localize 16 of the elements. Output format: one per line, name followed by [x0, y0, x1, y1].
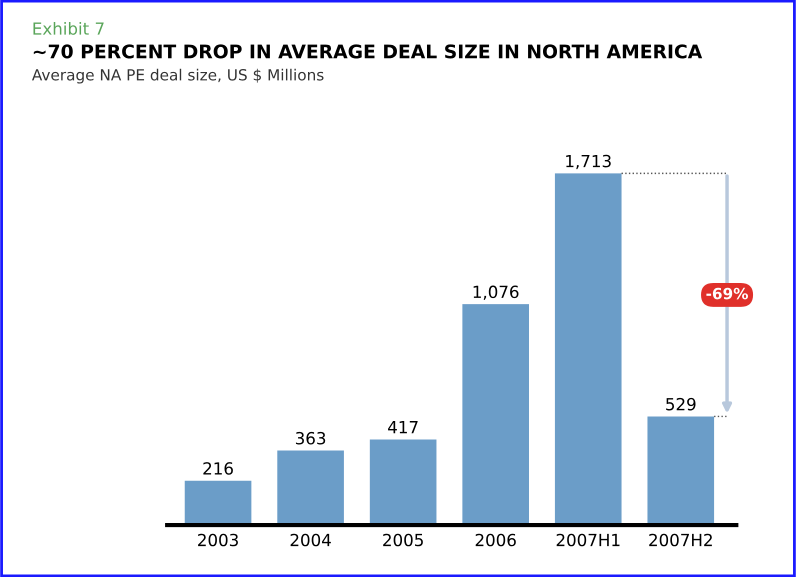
text: Exhibit 7	[33, 22, 104, 35]
x-tick-label: 2006	[476, 534, 516, 546]
data-label: 529	[666, 398, 696, 410]
annotation: -69%	[706, 288, 748, 300]
data-label: 363	[296, 432, 326, 445]
chart-title: ~70 PERCENT DROP IN AVERAGE DEAL SIZE IN NORTH AMERICA	[34, 44, 702, 59]
data-label: 1,076	[474, 286, 518, 300]
x-tick-label: 2007H2	[649, 534, 712, 546]
x-tick-label: 2007H1	[556, 534, 620, 546]
x-tick-label: 2005	[383, 534, 423, 546]
x-tick-label: 2003	[198, 534, 238, 546]
data-label: 417	[388, 421, 418, 434]
chart-subtitle: Average NA PE deal size, US $ Millions	[32, 68, 324, 84]
x-tick-label: 2004	[290, 534, 331, 546]
data-label: 216	[203, 462, 233, 475]
data-label: 1,713	[566, 154, 611, 170]
